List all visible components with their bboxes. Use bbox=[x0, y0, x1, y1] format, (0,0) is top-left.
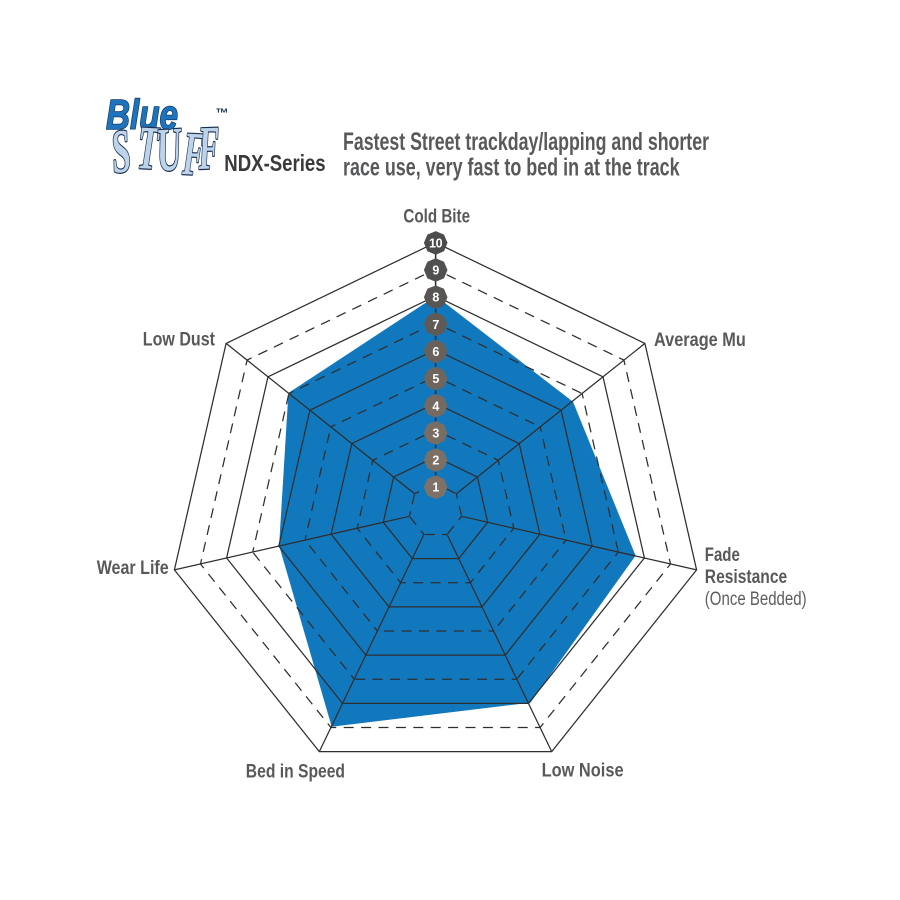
svg-text:Wear Life: Wear Life bbox=[97, 558, 169, 579]
svg-text:9: 9 bbox=[432, 264, 439, 278]
svg-text:F: F bbox=[196, 113, 220, 183]
svg-text:(Once Bedded): (Once Bedded) bbox=[705, 589, 807, 610]
svg-text:Fade: Fade bbox=[705, 545, 740, 566]
svg-text:3: 3 bbox=[432, 426, 439, 440]
svg-text:6: 6 bbox=[432, 345, 439, 359]
svg-text:Low Dust: Low Dust bbox=[143, 330, 216, 351]
svg-text:F: F bbox=[181, 119, 206, 189]
svg-text:Average Mu: Average Mu bbox=[654, 330, 746, 351]
svg-text:1: 1 bbox=[432, 481, 439, 495]
svg-text:Resistance: Resistance bbox=[705, 567, 787, 588]
svg-text:8: 8 bbox=[432, 291, 439, 305]
svg-text:2: 2 bbox=[432, 454, 439, 468]
svg-text:™: ™ bbox=[216, 106, 229, 121]
svg-text:Fastest Street trackday/lappin: Fastest Street trackday/lapping and shor… bbox=[343, 128, 709, 156]
svg-text:NDX-Series: NDX-Series bbox=[224, 150, 325, 176]
svg-text:Bed in Speed: Bed in Speed bbox=[246, 762, 345, 783]
svg-text:Blue: Blue bbox=[106, 91, 178, 138]
svg-text:10: 10 bbox=[429, 236, 443, 250]
svg-text:5: 5 bbox=[432, 372, 439, 386]
svg-text:7: 7 bbox=[432, 318, 439, 332]
svg-text:Low Noise: Low Noise bbox=[542, 761, 624, 782]
svg-text:T: T bbox=[136, 112, 162, 182]
svg-text:Cold Bite: Cold Bite bbox=[403, 206, 470, 227]
svg-text:race use, very fast to bed in: race use, very fast to bed in at the tra… bbox=[343, 153, 680, 181]
svg-text:4: 4 bbox=[432, 399, 439, 413]
